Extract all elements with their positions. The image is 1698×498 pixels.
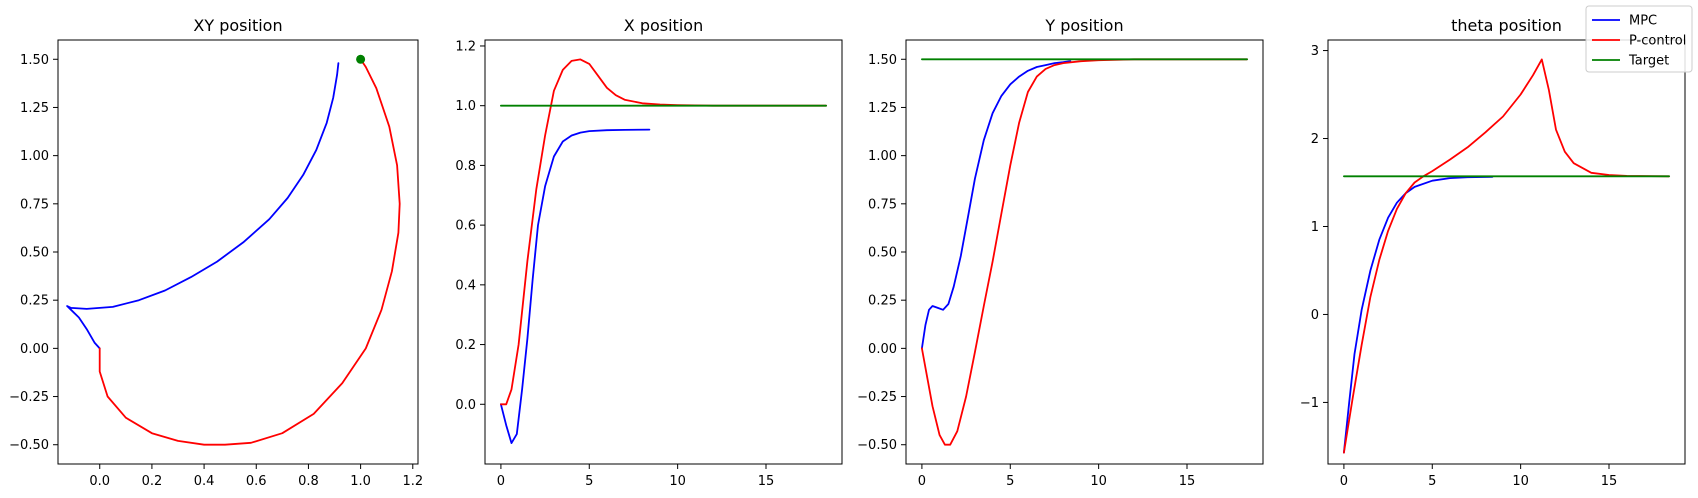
marker-point-target <box>356 54 366 64</box>
x-tick-label: 0.6 <box>246 474 267 489</box>
y-tick-label: 1 <box>1311 220 1319 235</box>
y-tick-label: 0.4 <box>455 278 476 293</box>
series-line-p-control <box>98 58 401 446</box>
x-tick-label: 1.2 <box>402 474 423 489</box>
series-line-p-control <box>499 58 827 406</box>
x-tick-label: 15 <box>1179 474 1196 489</box>
y-tick-label: −1 <box>1300 396 1319 411</box>
y-tick-label: 0.75 <box>868 197 897 212</box>
subplot-xy-position: 0.0 0.2 0.4 0.6 0.8 1.0 1.2 −0.50 −0.25 0.00 0.25 0… <box>9 16 423 489</box>
x-tick-label: 5 <box>585 474 593 489</box>
chart-title: Y position <box>1044 16 1123 35</box>
y-tick-label: 1.0 <box>455 99 476 114</box>
y-tick-label: 0.00 <box>868 342 897 357</box>
y-tick-label: 1.50 <box>20 53 49 68</box>
chart-title: theta position <box>1451 16 1562 35</box>
chart-title: XY position <box>193 16 282 35</box>
y-tick-label: −0.50 <box>857 438 897 453</box>
y-tick-label: 0.50 <box>20 246 49 261</box>
legend-label-mpc: MPC <box>1629 14 1657 29</box>
y-tick-label: 0.75 <box>20 197 49 212</box>
x-tick-label: 0 <box>1340 474 1348 489</box>
y-tick-label: 0.00 <box>20 342 49 357</box>
x-tick-label: 10 <box>1090 474 1107 489</box>
x-tick-label: 5 <box>1428 474 1436 489</box>
series-line-mpc <box>66 62 340 350</box>
x-tick-label: 0 <box>918 474 926 489</box>
y-tick-label: −0.25 <box>9 390 49 405</box>
y-tick-label: 0.2 <box>455 338 476 353</box>
x-tick-label: 1.0 <box>350 474 371 489</box>
axes-frame <box>484 39 843 465</box>
y-tick-label: 0.8 <box>455 159 476 174</box>
x-tick-label: 0.2 <box>142 474 163 489</box>
y-tick-label: 0.25 <box>868 294 897 309</box>
series-line-mpc <box>499 128 651 445</box>
x-tick-label: 15 <box>758 474 775 489</box>
chart-title: X position <box>624 16 703 35</box>
x-tick-label: 10 <box>1512 474 1529 489</box>
axes-frame <box>905 39 1264 465</box>
y-tick-label: 1.00 <box>20 149 49 164</box>
legend-label-p-control: P-control <box>1629 34 1686 49</box>
x-tick-label: 10 <box>669 474 686 489</box>
y-tick-label: 1.50 <box>868 53 897 68</box>
y-tick-label: −0.25 <box>857 390 897 405</box>
legend-box <box>1585 5 1693 73</box>
y-tick-label: 0.50 <box>868 246 897 261</box>
y-tick-label: 3 <box>1311 44 1319 59</box>
series-line-p-control <box>921 58 1248 446</box>
y-tick-label: −0.50 <box>9 438 49 453</box>
axes-frame <box>1327 39 1686 465</box>
series-line-p-control <box>1343 58 1670 454</box>
subplot-y-position: 0 5 10 15 −0.50 −0.25 0.00 0.25 0.50 0.75 1.00 1.25… <box>857 16 1264 489</box>
y-tick-label: 0.0 <box>455 398 476 413</box>
subplot-theta-position: 0 5 10 15 −1 0 1 2 3 theta position <box>1300 16 1686 489</box>
legend-label-target: Target <box>1628 54 1669 69</box>
y-tick-label: 2 <box>1311 132 1319 147</box>
x-tick-label: 15 <box>1601 474 1618 489</box>
legend: MPC P-control Target <box>1585 5 1693 73</box>
y-tick-label: 1.2 <box>455 39 476 54</box>
series-line-mpc <box>921 60 1072 350</box>
x-tick-label: 0.0 <box>89 474 110 489</box>
y-tick-label: 1.25 <box>20 101 49 116</box>
series-line-mpc <box>1343 175 1494 454</box>
subplot-x-position: 0 5 10 15 0.0 0.2 0.4 0.6 0.8 1.0 1.2 X position <box>455 16 843 489</box>
x-tick-label: 0.4 <box>194 474 215 489</box>
y-tick-label: 0.25 <box>20 294 49 309</box>
y-tick-label: 1.25 <box>868 101 897 116</box>
x-tick-label: 0 <box>497 474 505 489</box>
x-tick-label: 0.8 <box>298 474 319 489</box>
y-tick-label: 1.00 <box>868 149 897 164</box>
y-tick-label: 0 <box>1311 308 1319 323</box>
x-tick-label: 5 <box>1006 474 1014 489</box>
y-tick-label: 0.6 <box>455 219 476 234</box>
